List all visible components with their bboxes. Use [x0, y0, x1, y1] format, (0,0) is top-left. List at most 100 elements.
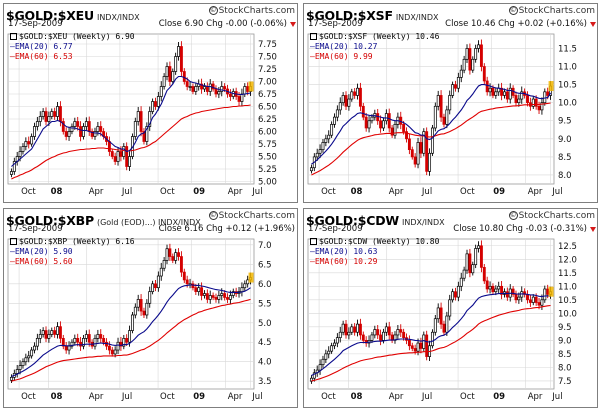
legend-ema20: EMA(20) 10.27: [314, 42, 378, 51]
candle-body: [96, 126, 100, 132]
x-tick-label: Oct: [321, 187, 336, 197]
candle: [500, 82, 504, 101]
candle-body: [479, 44, 483, 67]
legend-ema20: EMA(20) 10.63: [314, 247, 378, 256]
chart-suffix: INDX/INDX: [96, 13, 140, 22]
candle: [200, 78, 204, 94]
candle-body: [243, 283, 247, 289]
chart-plot: 11.5 11.0 10.5 10.0 9.5 9.0 8.5 8.0 Oct 08 Apr Jul O…: [307, 33, 577, 197]
y-tick-label: 9.0: [558, 336, 572, 346]
candle-body: [459, 69, 463, 78]
candle-body: [471, 58, 475, 71]
candle: [324, 134, 328, 147]
candle-body: [228, 295, 232, 300]
candle: [471, 56, 475, 73]
candle: [188, 278, 192, 289]
candle-body: [445, 109, 449, 125]
x-tick-label: Apr: [528, 392, 543, 402]
candle: [27, 350, 31, 363]
candle-body: [358, 323, 362, 336]
candle-body: [364, 116, 368, 129]
candle-body: [194, 287, 198, 292]
y-tick-label: 6.00: [258, 128, 277, 138]
candle-body: [191, 86, 195, 92]
candle-body: [370, 116, 374, 122]
candle-body: [379, 334, 383, 341]
candle: [350, 88, 354, 102]
candle: [110, 148, 114, 160]
candle-body: [53, 111, 57, 117]
candle: [136, 106, 140, 126]
candle-body: [177, 46, 180, 57]
candle-body: [44, 330, 48, 339]
candle: [191, 280, 195, 291]
brand-label[interactable]: © StockCharts.com: [208, 6, 295, 16]
candle: [128, 151, 132, 171]
legend-main: $GOLD:$XBP (Weekly) 6.16: [19, 237, 135, 246]
brand-label[interactable]: © StockCharts.com: [508, 211, 595, 221]
candle: [474, 44, 478, 63]
candle-body: [459, 277, 463, 287]
x-tick-label: Jul: [551, 392, 562, 402]
candle: [125, 142, 129, 171]
candle-body: [41, 330, 45, 335]
candle: [64, 341, 68, 354]
candle-body: [211, 83, 215, 90]
candle-body: [439, 95, 443, 118]
candle-body: [347, 98, 351, 107]
candle: [324, 349, 328, 364]
candle: [67, 341, 71, 355]
candle-body: [436, 95, 440, 107]
candle-body: [333, 342, 336, 347]
candle-body: [494, 288, 498, 293]
y-tick-label: 9.0: [558, 135, 572, 145]
x-tick-label: Apr: [89, 392, 104, 402]
candle-body: [116, 151, 120, 162]
candle-body: [214, 297, 218, 300]
candle-body: [436, 307, 440, 320]
brand-label[interactable]: © StockCharts.com: [508, 6, 595, 16]
candle-body: [338, 331, 342, 338]
candle-body: [468, 253, 472, 274]
candle-body: [416, 342, 420, 352]
candle-body: [223, 293, 227, 298]
candle-body: [546, 91, 550, 96]
candle: [439, 90, 443, 122]
candle: [416, 137, 420, 169]
candle: [477, 241, 480, 253]
candle: [384, 322, 388, 336]
candle: [462, 55, 466, 74]
candle: [148, 286, 152, 308]
candle: [122, 334, 126, 350]
candle-body: [468, 48, 472, 71]
chart-plot: 12.5 12.0 11.5 11.0 10.5 10.0 9.5 9.0 8.5 8.0 7.5 O…: [307, 238, 577, 402]
candle-body: [61, 121, 65, 132]
candle-body: [12, 161, 16, 172]
candle: [358, 318, 362, 340]
candle: [347, 327, 351, 340]
plot-frame: [307, 33, 555, 185]
candle-body: [56, 326, 59, 335]
candle-body: [370, 334, 374, 341]
candle: [494, 285, 498, 296]
candle-body: [9, 376, 13, 381]
candle: [425, 127, 429, 176]
candle: [465, 249, 469, 274]
candle: [243, 83, 247, 98]
candlestick-icon: [310, 33, 317, 40]
brand-label[interactable]: © StockCharts.com: [208, 211, 295, 221]
chart-panel-cdw: $GOLD:$CDW INDX/INDX © StockCharts.com 17-…: [303, 208, 598, 408]
candle: [188, 81, 192, 91]
candle: [24, 353, 28, 366]
candle-body: [531, 296, 535, 303]
candle-body: [474, 48, 478, 60]
chart-date: 17-Sep-2009: [8, 224, 63, 234]
candle: [208, 290, 212, 304]
candle: [361, 331, 365, 344]
candle: [70, 339, 74, 349]
candlestick-icon: [310, 238, 317, 245]
candle-body: [64, 345, 68, 351]
candle-body: [58, 326, 62, 339]
candle-body: [151, 101, 155, 112]
y-tick-label: 9.5: [558, 117, 572, 127]
